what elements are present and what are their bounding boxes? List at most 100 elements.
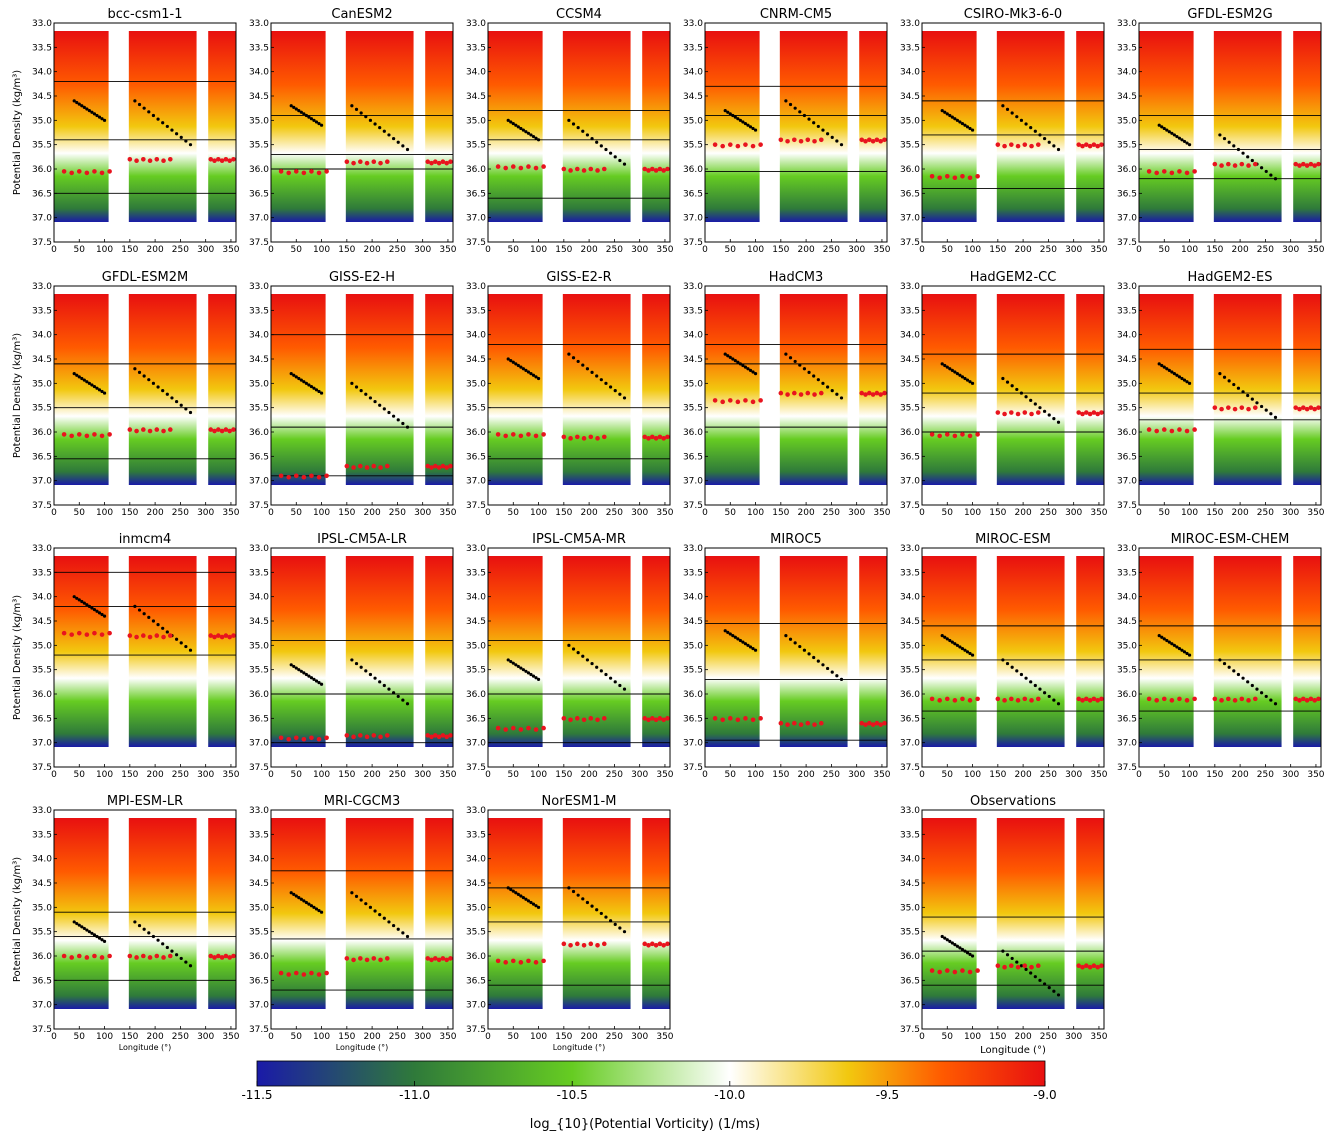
panel-title: GFDL-ESM2M <box>102 270 188 285</box>
red-marker <box>358 956 363 961</box>
black-marker <box>788 102 793 107</box>
x-tick-label: 0 <box>51 770 57 780</box>
black-marker <box>1157 634 1161 638</box>
red-marker <box>1169 698 1175 703</box>
y-tick-label: 34.5 <box>1117 355 1137 365</box>
y-tick-label: 34.5 <box>1117 92 1137 102</box>
x-tick-label: 350 <box>656 245 673 255</box>
y-tick-label: 33.5 <box>1117 43 1137 53</box>
y-tick-label: 33.5 <box>32 830 52 840</box>
black-marker <box>738 638 742 643</box>
red-marker <box>581 168 587 173</box>
y-tick-label: 33.0 <box>900 19 920 29</box>
red-marker <box>665 434 670 440</box>
y-tick-label: 34.0 <box>249 68 269 78</box>
red-marker <box>223 953 229 959</box>
red-marker <box>371 159 377 164</box>
red-marker <box>134 158 139 164</box>
red-marker <box>712 142 718 147</box>
panel-title: CanESM2 <box>331 7 392 22</box>
y-tick-label: 37.0 <box>1117 214 1137 224</box>
field-top-gap <box>54 23 236 31</box>
red-marker <box>293 970 299 976</box>
y-tick-label: 35.0 <box>249 903 269 913</box>
black-marker <box>1010 956 1014 961</box>
red-marker <box>526 958 531 964</box>
x-tick-label: 300 <box>1065 770 1082 780</box>
black-marker <box>970 128 975 132</box>
red-marker <box>581 942 587 948</box>
land-gap <box>1064 548 1077 767</box>
red-marker <box>69 170 74 176</box>
black-marker <box>526 671 531 675</box>
red-marker <box>309 473 314 479</box>
x-tick-label: 350 <box>222 1032 239 1042</box>
black-marker <box>595 908 599 912</box>
red-marker <box>1035 142 1041 147</box>
land-gap <box>1193 23 1214 242</box>
y-tick-label: 37.0 <box>249 1001 269 1011</box>
black-marker <box>1005 107 1010 111</box>
red-marker <box>316 170 322 176</box>
black-marker <box>95 934 99 939</box>
y-tick-label: 34.0 <box>466 593 486 603</box>
black-marker <box>102 614 107 618</box>
y-tick-label: 37.5 <box>32 501 52 511</box>
y-tick-label: 37.5 <box>466 763 486 773</box>
black-marker <box>521 367 525 371</box>
x-tick-label: 200 <box>147 1032 164 1042</box>
pv-field <box>271 818 453 1009</box>
black-marker <box>1170 131 1174 135</box>
black-marker <box>1162 126 1166 131</box>
red-marker <box>1304 406 1310 412</box>
black-marker <box>391 923 396 928</box>
red-marker <box>1080 143 1085 149</box>
x-tick-label: 350 <box>222 508 239 518</box>
black-marker <box>567 118 571 122</box>
black-marker <box>85 603 89 607</box>
red-marker <box>167 953 173 959</box>
x-tick-label: 300 <box>631 770 648 780</box>
black-marker <box>950 115 954 119</box>
red-marker <box>792 137 797 143</box>
red-marker <box>743 142 748 147</box>
x-tick-label: 300 <box>414 770 431 780</box>
red-marker <box>1177 427 1182 432</box>
y-tick-label: 35.5 <box>1117 666 1137 676</box>
red-marker <box>216 427 221 432</box>
black-marker <box>726 110 730 114</box>
y-tick-label: 36.0 <box>683 165 703 175</box>
y-tick-label: 35.0 <box>466 903 486 913</box>
red-marker <box>646 717 651 723</box>
black-marker <box>1019 964 1024 968</box>
red-marker <box>1212 405 1218 410</box>
black-marker <box>75 596 79 600</box>
red-marker <box>208 953 214 959</box>
black-marker <box>161 121 165 125</box>
black-marker <box>1001 949 1005 953</box>
red-marker <box>1087 698 1093 703</box>
black-marker <box>1227 140 1231 144</box>
red-marker <box>642 434 648 440</box>
black-marker <box>793 106 797 110</box>
y-tick-label: 33.0 <box>32 544 52 554</box>
x-tick-label: 100 <box>96 245 113 255</box>
red-marker <box>944 432 950 437</box>
black-marker <box>317 389 321 394</box>
y-tick-label: 36.0 <box>466 690 486 700</box>
black-marker <box>511 121 515 126</box>
red-marker <box>575 716 580 721</box>
black-marker <box>812 655 816 660</box>
red-marker <box>344 956 350 961</box>
red-marker <box>436 160 442 166</box>
black-marker <box>608 385 613 389</box>
black-marker <box>373 676 377 680</box>
red-marker <box>358 159 363 164</box>
land-gap <box>542 286 563 505</box>
y-tick-label: 36.0 <box>900 690 920 700</box>
red-marker <box>812 138 817 144</box>
red-marker <box>1169 428 1175 434</box>
x-tick-label: 0 <box>702 508 708 518</box>
land-gap <box>630 548 643 767</box>
red-marker <box>758 398 763 403</box>
